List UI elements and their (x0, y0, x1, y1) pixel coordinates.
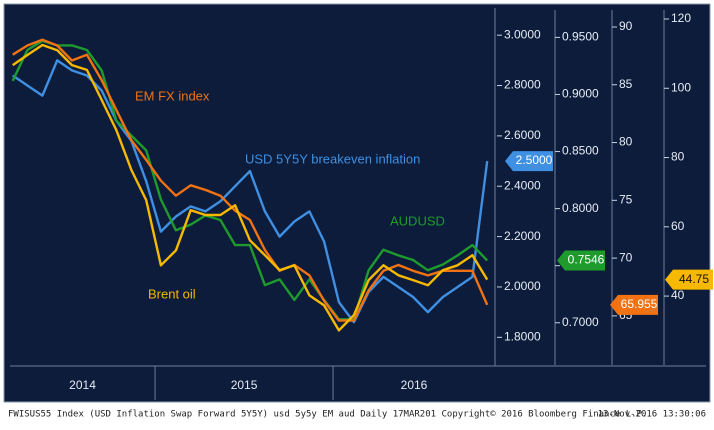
value-tag (610, 294, 658, 315)
series-name: AUDUSD (390, 213, 445, 228)
x-tick-label: 2015 (231, 378, 258, 392)
y-tick-label: 80 (671, 150, 685, 164)
series-line (12, 43, 489, 332)
y-tick-label: 120 (671, 11, 691, 25)
y-tick-label: 75 (619, 192, 633, 206)
value-label: 2.5000 (516, 153, 553, 167)
y-tick-label: 70 (619, 250, 633, 264)
value-tag (557, 250, 605, 271)
y-tick-label: 2.8000 (504, 78, 541, 92)
y-tick-label: 1.8000 (504, 329, 541, 343)
y-tick-label: 2.6000 (504, 128, 541, 142)
y-tick-label: 0.9500 (562, 30, 599, 44)
y-tick-label: 0.7000 (562, 315, 599, 329)
value-tag (665, 269, 713, 290)
y-tick-label: 2.2000 (504, 229, 541, 243)
x-tick-label: 2014 (69, 378, 96, 392)
y-tick-label: 100 (671, 80, 691, 94)
footer: FWISUS55 Index (USD Inflation Swap Forwa… (8, 410, 647, 420)
y-tick-label: 3.0000 (504, 27, 541, 41)
value-label: 0.7546 (568, 253, 605, 267)
y-tick-label: 0.9000 (562, 87, 599, 101)
y-tick-label: 0.8500 (562, 144, 599, 158)
y-tick-label: 2.0000 (504, 279, 541, 293)
x-tick-label: 2016 (401, 378, 428, 392)
y-tick-label: 90 (619, 19, 633, 33)
series-name: Brent oil (148, 286, 196, 301)
y-tick-label: 40 (671, 288, 685, 302)
value-tag (505, 151, 553, 172)
series-line (11, 39, 489, 321)
value-label: 44.75 (679, 272, 709, 286)
y-tick-label: 80 (619, 135, 633, 149)
y-tick-label: 0.8000 (562, 201, 599, 215)
value-label: 65.955 (621, 297, 658, 311)
timestamp: 13-Nov-2016 13:30:06 (598, 410, 706, 420)
chart-background (3, 3, 711, 403)
y-tick-label: 85 (619, 77, 633, 91)
series-line (12, 38, 489, 322)
series-name: USD 5Y5Y breakeven inflation (245, 151, 420, 166)
series-name: EM FX index (135, 88, 210, 103)
y-tick-label: 60 (671, 219, 685, 233)
y-tick-label: 2.4000 (504, 178, 541, 192)
